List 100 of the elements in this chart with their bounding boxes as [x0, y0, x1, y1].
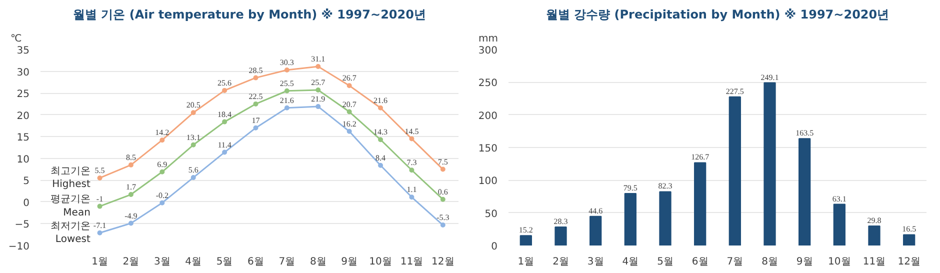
bar: [659, 191, 672, 246]
point: [346, 83, 352, 88]
data-label: 8.5: [126, 152, 136, 162]
data-label: 18.4: [218, 110, 232, 119]
x-tick-label: 8월: [762, 256, 778, 268]
x-tick-label: 8월: [310, 256, 326, 268]
data-label: 25.5: [280, 78, 294, 88]
bar: [520, 235, 532, 246]
y-tick-label: 200: [478, 110, 498, 122]
series-label: 최고기온 Highest: [50, 166, 90, 190]
bar: [833, 204, 846, 246]
x-tick-label: 3월: [587, 256, 604, 268]
data-label: 26.7: [342, 74, 356, 83]
point: [440, 222, 446, 228]
data-label: 1.7: [126, 182, 136, 192]
data-label: 31.1: [311, 54, 326, 64]
y-tick-label: 250: [478, 78, 498, 90]
y-axis-title: mm: [478, 34, 498, 44]
x-tick-label: 2월: [552, 256, 569, 268]
data-label: 79.5: [623, 184, 638, 193]
y-tick-label: 50: [484, 208, 498, 220]
data-label: 17: [252, 116, 260, 125]
x-tick-label: 6월: [248, 256, 264, 268]
point: [409, 136, 414, 142]
point: [190, 110, 196, 116]
data-label: 249.1: [760, 72, 779, 82]
data-label: 7.3: [406, 158, 417, 168]
x-tick-label: 5월: [657, 256, 674, 268]
bar: [868, 226, 880, 246]
y-tick-label: −5: [14, 220, 30, 231]
data-label: 30.3: [280, 58, 294, 67]
data-label: 5.5: [94, 166, 105, 175]
data-label: 1.1: [406, 185, 417, 194]
y-tick-label: 150: [478, 144, 498, 154]
data-label: 20.5: [186, 100, 200, 110]
y-tick-label: 0: [23, 198, 30, 209]
data-label: -4.9: [124, 211, 138, 220]
point: [346, 109, 352, 114]
data-label: 6.9: [157, 160, 168, 169]
point: [316, 88, 321, 93]
data-label: 14.5: [404, 126, 419, 136]
y-tick-label: 0: [491, 242, 498, 252]
data-label: 29.8: [867, 216, 882, 226]
point: [222, 119, 228, 124]
x-tick-label: 10월: [369, 256, 392, 268]
data-label: -0.2: [156, 190, 168, 200]
data-label: 63.1: [832, 194, 846, 204]
point: [284, 88, 290, 94]
x-tick-label: 1월: [518, 256, 534, 268]
data-label: 22.5: [248, 92, 263, 101]
y-tick-label: 100: [478, 176, 498, 188]
point: [409, 194, 414, 200]
point: [284, 105, 290, 110]
series-label: 최저기온 Lowest: [50, 220, 90, 245]
data-label: 14.3: [374, 128, 388, 137]
data-label: 16.5: [902, 224, 916, 234]
chart-title: 월별 강수량 (Precipitation by Month) ※ 1997~2020년: [546, 8, 890, 22]
y-axis-title: ℃: [10, 34, 22, 44]
point: [97, 204, 102, 209]
data-label: 8.4: [376, 153, 386, 162]
y-tick-label: 10: [16, 154, 30, 166]
data-label: 126.7: [691, 152, 710, 162]
point: [378, 137, 384, 142]
x-tick-label: 12월: [898, 256, 920, 268]
data-label: 25.6: [218, 78, 232, 88]
data-label: 21.9: [311, 94, 326, 104]
point: [253, 75, 258, 80]
point: [316, 64, 321, 69]
x-tick-label: 10월: [828, 256, 851, 268]
x-tick-label: 6월: [692, 256, 708, 268]
data-label: 21.6: [280, 96, 294, 105]
point: [160, 138, 165, 143]
data-label: -7.1: [93, 220, 106, 230]
point: [378, 162, 384, 168]
chart-title: 월별 기온 (Air temperature by Month) ※ 1997~2020년: [73, 8, 426, 22]
data-label: 14.2: [155, 128, 170, 138]
x-tick-label: 4월: [622, 256, 639, 268]
x-tick-label: 9월: [796, 256, 813, 268]
x-tick-label: 9월: [341, 256, 358, 268]
data-label: 11.4: [218, 140, 232, 150]
data-label: 21.6: [374, 96, 388, 105]
data-label: 15.2: [518, 226, 533, 235]
x-tick-label: 7월: [726, 256, 744, 268]
x-tick-label: 3월: [154, 256, 170, 268]
point: [378, 105, 384, 110]
point: [190, 175, 196, 180]
bar: [694, 162, 706, 246]
point: [190, 142, 196, 148]
bar: [798, 138, 811, 246]
point: [128, 162, 134, 168]
point: [160, 169, 165, 174]
point: [253, 125, 258, 130]
point: [222, 88, 228, 93]
x-tick-label: 1월: [92, 256, 108, 268]
bar: [903, 234, 916, 246]
data-label: 16.2: [342, 119, 356, 128]
point: [346, 128, 352, 134]
series-label: 평균기온 Mean: [50, 194, 90, 218]
data-label: -1: [96, 194, 104, 204]
point: [97, 230, 102, 236]
